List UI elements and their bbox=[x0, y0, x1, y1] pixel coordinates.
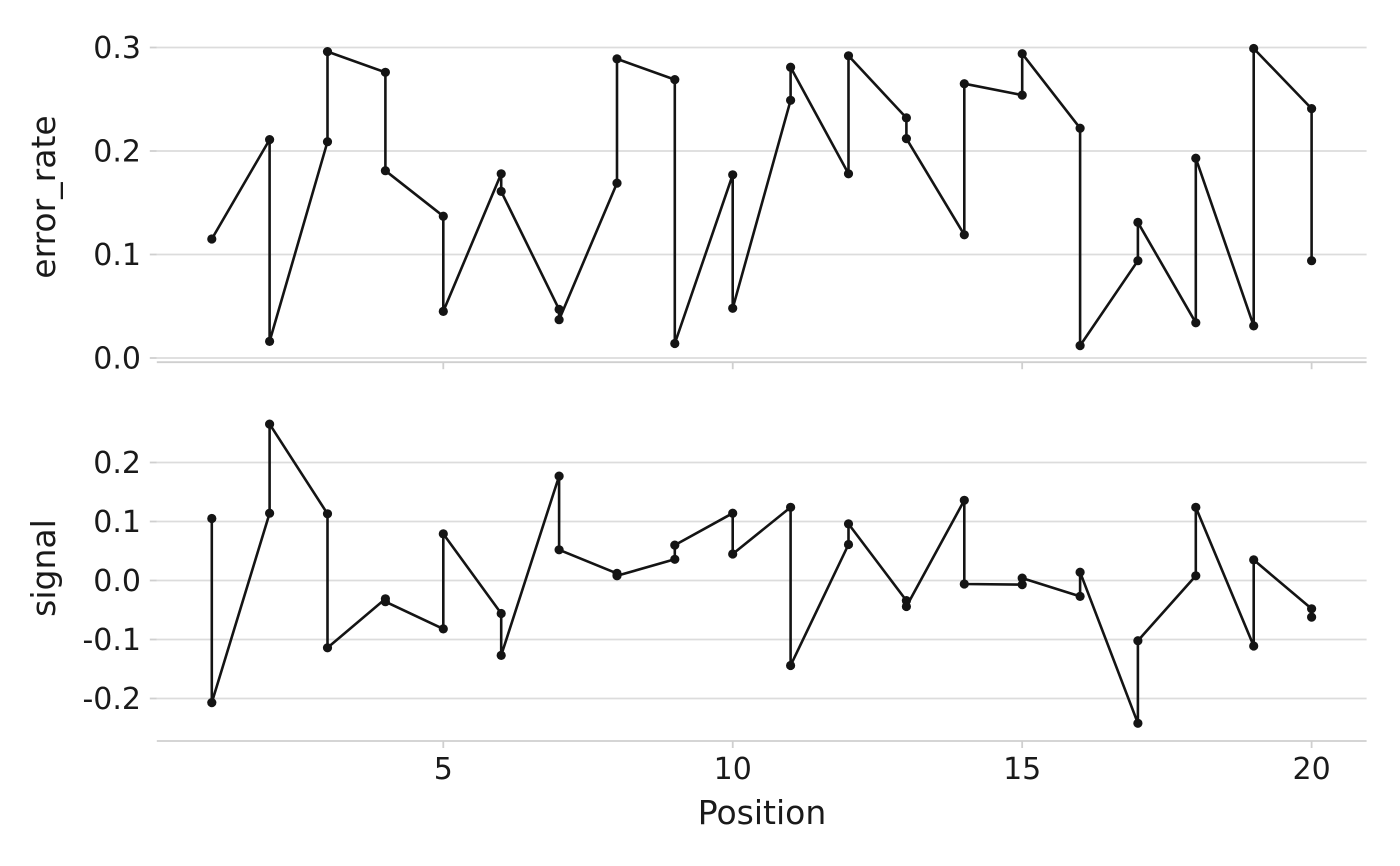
data-point bbox=[786, 660, 796, 671]
error_rate-line bbox=[210, 47, 1313, 347]
data-point bbox=[554, 545, 564, 555]
data-point bbox=[322, 47, 333, 57]
data-point bbox=[728, 170, 738, 180]
data-point bbox=[207, 234, 217, 244]
data-point bbox=[959, 230, 969, 240]
data-point bbox=[265, 419, 275, 429]
panel-error-rate: 0.0 0.1 0.2 0.3 bbox=[93, 31, 1367, 377]
data-point bbox=[207, 698, 217, 708]
panel-signal: 0.2 0.1 0.0 -0.1 -0.2 5 10 15 20 bbox=[82, 419, 1367, 787]
data-point bbox=[496, 169, 506, 179]
data-point bbox=[496, 186, 506, 196]
data-point bbox=[1249, 641, 1259, 651]
data-point bbox=[959, 79, 969, 89]
data-point bbox=[1307, 604, 1317, 614]
y-tick-label: -0.2 bbox=[82, 682, 141, 717]
data-point bbox=[1191, 502, 1201, 512]
data-point bbox=[1249, 555, 1259, 565]
data-point bbox=[612, 178, 622, 188]
data-point bbox=[1191, 153, 1201, 163]
data-point bbox=[438, 306, 448, 316]
y-tick-label: 0.3 bbox=[93, 31, 141, 66]
data-point bbox=[1017, 90, 1027, 100]
x-tick-label: 5 bbox=[434, 752, 453, 787]
data-point bbox=[959, 495, 969, 505]
y-tick-label: 0.2 bbox=[93, 135, 141, 170]
data-point bbox=[1191, 571, 1201, 581]
y-tick-label: 0.1 bbox=[93, 505, 141, 540]
data-point bbox=[901, 601, 912, 612]
data-point bbox=[670, 75, 680, 85]
data-point bbox=[1075, 591, 1085, 602]
data-point bbox=[1249, 43, 1259, 54]
x-axis-label: Position bbox=[698, 793, 827, 832]
data-point bbox=[1133, 217, 1143, 227]
y-axis-label-signal: signal bbox=[24, 519, 63, 617]
data-point bbox=[322, 509, 333, 519]
data-point bbox=[901, 113, 912, 123]
data-point bbox=[1191, 318, 1201, 328]
data-point bbox=[554, 471, 564, 481]
data-point bbox=[1017, 573, 1027, 583]
data-point bbox=[554, 304, 564, 314]
data-point bbox=[786, 62, 796, 72]
y-tick-label: -0.1 bbox=[82, 623, 141, 658]
data-point bbox=[380, 597, 390, 607]
data-point bbox=[670, 554, 680, 564]
data-point bbox=[438, 211, 448, 221]
data-point bbox=[496, 608, 506, 619]
data-point bbox=[612, 571, 622, 581]
data-point bbox=[1307, 104, 1317, 114]
x-tick-label: 10 bbox=[714, 752, 752, 787]
data-point bbox=[786, 502, 796, 512]
data-point bbox=[786, 95, 796, 105]
data-point bbox=[207, 513, 217, 524]
data-point bbox=[670, 540, 680, 550]
data-point bbox=[322, 643, 333, 653]
data-point bbox=[380, 67, 390, 77]
data-point bbox=[438, 624, 448, 634]
data-point bbox=[1017, 580, 1027, 590]
x-tick-label: 20 bbox=[1293, 752, 1331, 787]
data-point bbox=[1133, 256, 1143, 266]
signal-line bbox=[210, 422, 1313, 725]
data-point bbox=[496, 650, 506, 661]
data-point bbox=[322, 137, 333, 147]
data-point bbox=[843, 539, 854, 550]
y-axis-label-error-rate: error_rate bbox=[24, 115, 63, 278]
y-tick-label: 0.0 bbox=[93, 564, 141, 599]
data-point bbox=[1133, 718, 1143, 728]
data-point bbox=[1133, 636, 1143, 646]
data-point bbox=[554, 315, 564, 325]
data-point bbox=[728, 508, 738, 518]
data-point bbox=[1017, 49, 1027, 59]
x-tick-label: 15 bbox=[1003, 752, 1041, 787]
data-point bbox=[380, 166, 390, 176]
data-point bbox=[670, 338, 680, 349]
data-point bbox=[612, 54, 622, 64]
y-tick-label: 0.1 bbox=[93, 238, 141, 273]
data-point bbox=[1249, 321, 1259, 331]
data-point bbox=[728, 549, 738, 559]
data-point bbox=[1307, 256, 1317, 266]
data-point bbox=[843, 169, 854, 179]
data-point bbox=[843, 519, 854, 529]
data-point bbox=[843, 51, 854, 61]
data-point bbox=[265, 336, 275, 346]
data-point bbox=[438, 529, 448, 539]
data-point bbox=[265, 508, 275, 518]
y-tick-label: 0.0 bbox=[93, 342, 141, 377]
data-point bbox=[728, 303, 738, 313]
y-tick-label: 0.2 bbox=[93, 446, 141, 481]
data-point bbox=[1075, 567, 1085, 577]
data-point bbox=[901, 134, 912, 144]
data-point bbox=[265, 135, 275, 145]
data-point bbox=[1075, 341, 1085, 351]
data-point bbox=[959, 579, 969, 589]
data-point bbox=[1307, 612, 1317, 622]
data-point bbox=[1075, 123, 1085, 133]
